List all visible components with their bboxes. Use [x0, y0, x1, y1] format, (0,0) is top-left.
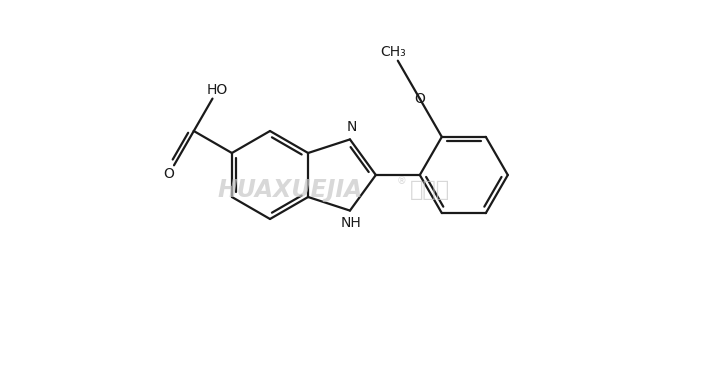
Text: NH: NH [341, 216, 361, 230]
Text: HUAXUEJIA: HUAXUEJIA [217, 178, 363, 202]
Text: O: O [163, 167, 174, 181]
Text: HO: HO [207, 83, 228, 97]
Text: O: O [415, 92, 426, 106]
Text: N: N [347, 120, 357, 134]
Text: ®: ® [397, 176, 407, 186]
Text: CH₃: CH₃ [380, 45, 405, 59]
Text: 化学家: 化学家 [410, 180, 450, 200]
